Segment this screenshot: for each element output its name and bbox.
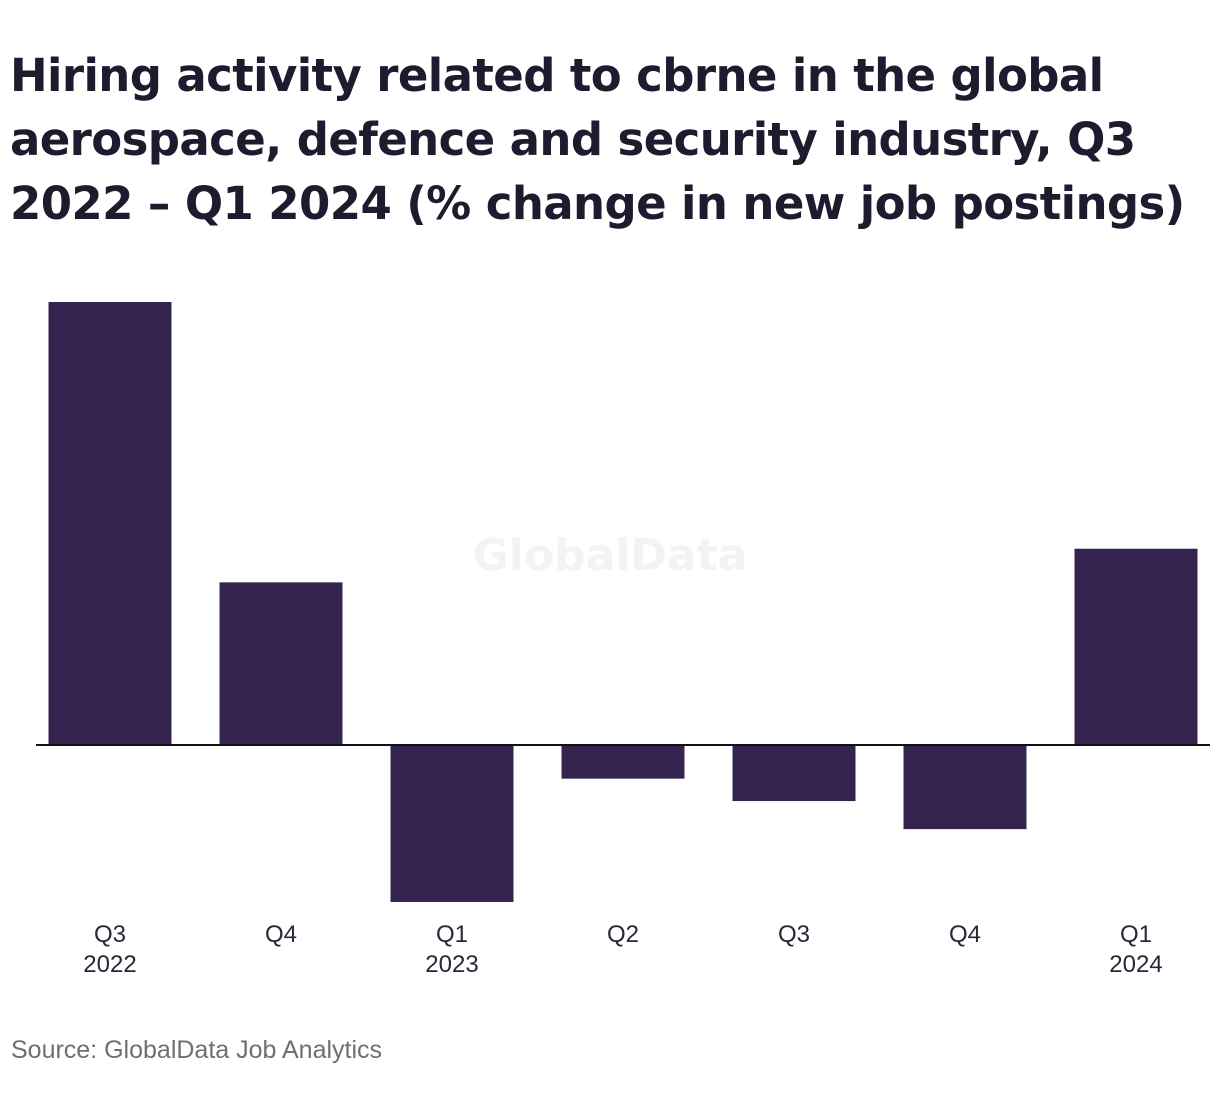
bar-1	[219, 582, 343, 745]
bar-2	[390, 744, 514, 902]
watermark-text: GlobalData	[473, 530, 748, 581]
chart-title: Hiring activity related to cbrne in the …	[10, 49, 1185, 230]
x-tick-label-0: Q3 2022	[83, 921, 136, 978]
bar-6	[1074, 548, 1198, 745]
x-tick-label-4: Q3	[778, 921, 810, 948]
bar-5	[903, 744, 1027, 830]
x-tick-label-5: Q4	[949, 921, 981, 948]
x-tick-label-3: Q2	[607, 921, 639, 948]
x-tick-label-6: Q1 2024	[1109, 921, 1162, 978]
bars-group	[48, 302, 1198, 902]
x-tick-label-1: Q4	[265, 921, 297, 948]
bar-3	[561, 744, 685, 779]
x-axis-labels: Q3 2022 Q4 Q1 2023 Q2 Q3 Q4 Q1 2024	[83, 921, 1162, 978]
source-note: Source: GlobalData Job Analytics	[11, 1036, 383, 1064]
x-tick-label-2: Q1 2023	[425, 921, 478, 978]
bar-0	[48, 302, 172, 745]
bar-4	[732, 744, 856, 802]
